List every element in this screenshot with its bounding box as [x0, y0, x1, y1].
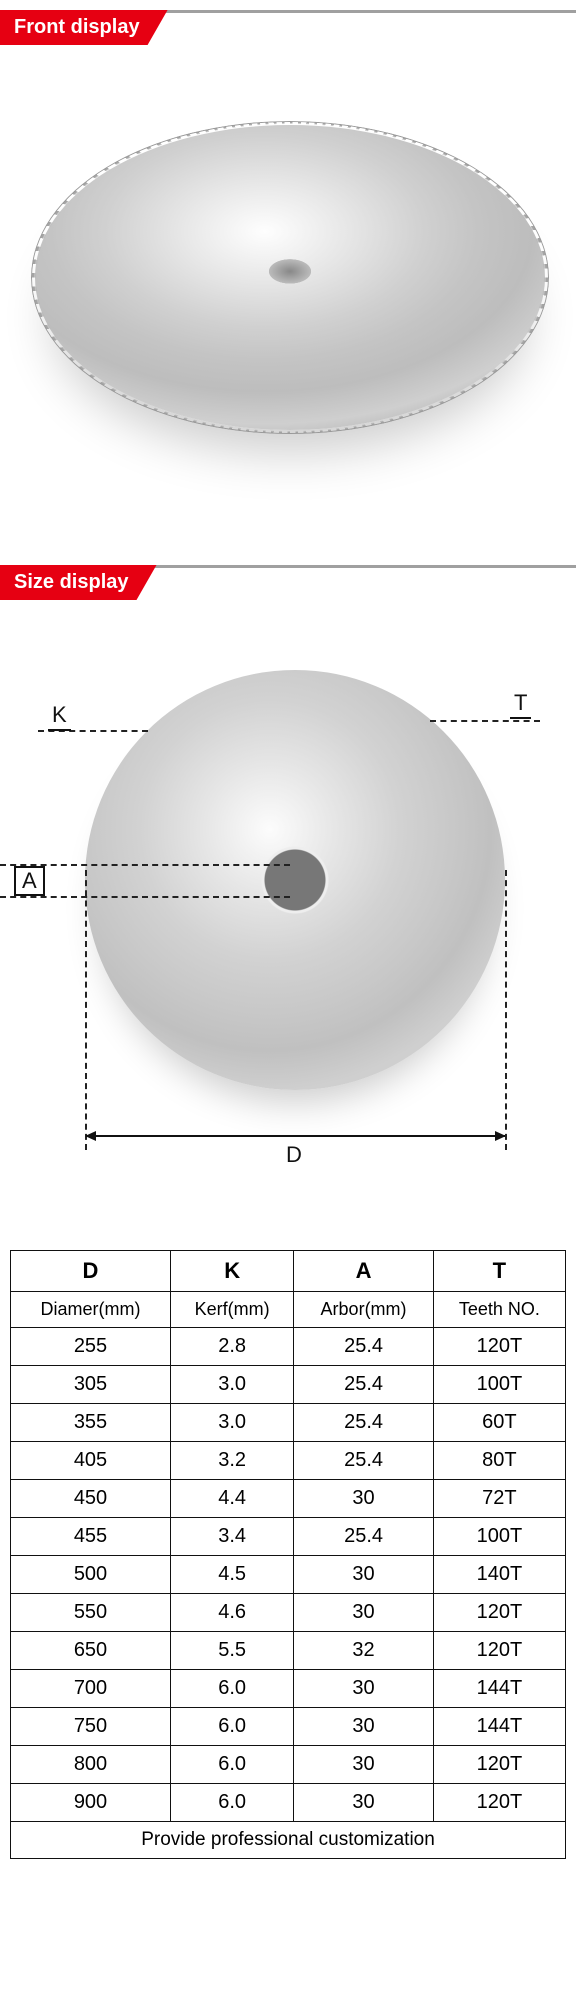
col-label-d: Diamer(mm): [11, 1292, 171, 1328]
table-cell: 25.4: [294, 1442, 433, 1480]
table-cell: 255: [11, 1328, 171, 1366]
table-cell: 30: [294, 1556, 433, 1594]
front-blade-figure: [0, 65, 576, 525]
table-cell: 455: [11, 1518, 171, 1556]
table-cell: 144T: [433, 1708, 565, 1746]
table-cell: 100T: [433, 1518, 565, 1556]
table-cell: 4.5: [171, 1556, 294, 1594]
table-cell: 32: [294, 1632, 433, 1670]
callout-label-a: A: [14, 866, 45, 896]
table-row: 5504.630120T: [11, 1594, 566, 1632]
table-row: 7506.030144T: [11, 1708, 566, 1746]
table-cell: 450: [11, 1480, 171, 1518]
table-cell: 30: [294, 1746, 433, 1784]
table-cell: 6.0: [171, 1670, 294, 1708]
table-cell: 355: [11, 1404, 171, 1442]
table-cell: 500: [11, 1556, 171, 1594]
table-cell: 25.4: [294, 1404, 433, 1442]
table-cell: 800: [11, 1746, 171, 1784]
col-sym-t: T: [433, 1251, 565, 1292]
col-sym-k: K: [171, 1251, 294, 1292]
table-cell: 30: [294, 1670, 433, 1708]
table-cell: 6.0: [171, 1708, 294, 1746]
table-cell: 405: [11, 1442, 171, 1480]
callout-label-k: K: [48, 702, 71, 731]
saw-blade-icon: [35, 125, 545, 430]
table-cell: 5.5: [171, 1632, 294, 1670]
col-sym-a: A: [294, 1251, 433, 1292]
table-row: 3553.025.460T: [11, 1404, 566, 1442]
size-blade-figure: K T A D: [0, 620, 576, 1220]
table-row: 4053.225.480T: [11, 1442, 566, 1480]
table-row: 5004.530140T: [11, 1556, 566, 1594]
callout-line-t: [430, 720, 540, 722]
table-cell: 550: [11, 1594, 171, 1632]
table-row: 7006.030144T: [11, 1670, 566, 1708]
col-sym-d: D: [11, 1251, 171, 1292]
table-cell: 6.0: [171, 1784, 294, 1822]
table-cell: 25.4: [294, 1366, 433, 1404]
section-header-front: Front display: [0, 10, 576, 45]
table-footer-text: Provide professional customization: [11, 1822, 566, 1859]
table-cell: 120T: [433, 1784, 565, 1822]
table-cell: 750: [11, 1708, 171, 1746]
table-cell: 3.4: [171, 1518, 294, 1556]
dim-line-d-right: [505, 870, 507, 1150]
dim-line-d-left: [85, 870, 87, 1150]
col-label-k: Kerf(mm): [171, 1292, 294, 1328]
table-cell: 900: [11, 1784, 171, 1822]
table-cell: 30: [294, 1784, 433, 1822]
table-cell: 100T: [433, 1366, 565, 1404]
table-cell: 140T: [433, 1556, 565, 1594]
table-cell: 6.0: [171, 1746, 294, 1784]
table-cell: 120T: [433, 1328, 565, 1366]
table-row: 4553.425.4100T: [11, 1518, 566, 1556]
table-row: 9006.030120T: [11, 1784, 566, 1822]
table-cell: 120T: [433, 1746, 565, 1784]
table-row: 8006.030120T: [11, 1746, 566, 1784]
table-cell: 700: [11, 1670, 171, 1708]
table-cell: 4.6: [171, 1594, 294, 1632]
table-cell: 3.0: [171, 1366, 294, 1404]
table-cell: 72T: [433, 1480, 565, 1518]
table-row: 6505.532120T: [11, 1632, 566, 1670]
callout-label-d: D: [286, 1142, 302, 1168]
col-label-a: Arbor(mm): [294, 1292, 433, 1328]
section-header-size: Size display: [0, 565, 576, 600]
col-label-t: Teeth NO.: [433, 1292, 565, 1328]
callout-line-a-bot: [0, 896, 290, 898]
saw-blade-icon: [85, 670, 505, 1090]
dim-arrow-d: [86, 1135, 505, 1137]
table-cell: 30: [294, 1594, 433, 1632]
table-cell: 3.0: [171, 1404, 294, 1442]
table-cell: 30: [294, 1708, 433, 1746]
table-cell: 3.2: [171, 1442, 294, 1480]
table-cell: 305: [11, 1366, 171, 1404]
table-cell: 650: [11, 1632, 171, 1670]
table-cell: 144T: [433, 1670, 565, 1708]
table-cell: 25.4: [294, 1518, 433, 1556]
section-title: Front display: [0, 10, 168, 45]
spec-table: D K A T Diamer(mm) Kerf(mm) Arbor(mm) Te…: [10, 1250, 566, 1859]
table-row: 2552.825.4120T: [11, 1328, 566, 1366]
table-cell: 80T: [433, 1442, 565, 1480]
table-footer-row: Provide professional customization: [11, 1822, 566, 1859]
table-cell: 120T: [433, 1632, 565, 1670]
table-cell: 4.4: [171, 1480, 294, 1518]
callout-label-t: T: [510, 690, 531, 719]
table-cell: 120T: [433, 1594, 565, 1632]
table-header-row: D K A T: [11, 1251, 566, 1292]
table-cell: 60T: [433, 1404, 565, 1442]
table-row: 3053.025.4100T: [11, 1366, 566, 1404]
section-title: Size display: [0, 565, 157, 600]
table-subheader-row: Diamer(mm) Kerf(mm) Arbor(mm) Teeth NO.: [11, 1292, 566, 1328]
table-cell: 25.4: [294, 1328, 433, 1366]
table-row: 4504.43072T: [11, 1480, 566, 1518]
table-cell: 30: [294, 1480, 433, 1518]
table-cell: 2.8: [171, 1328, 294, 1366]
